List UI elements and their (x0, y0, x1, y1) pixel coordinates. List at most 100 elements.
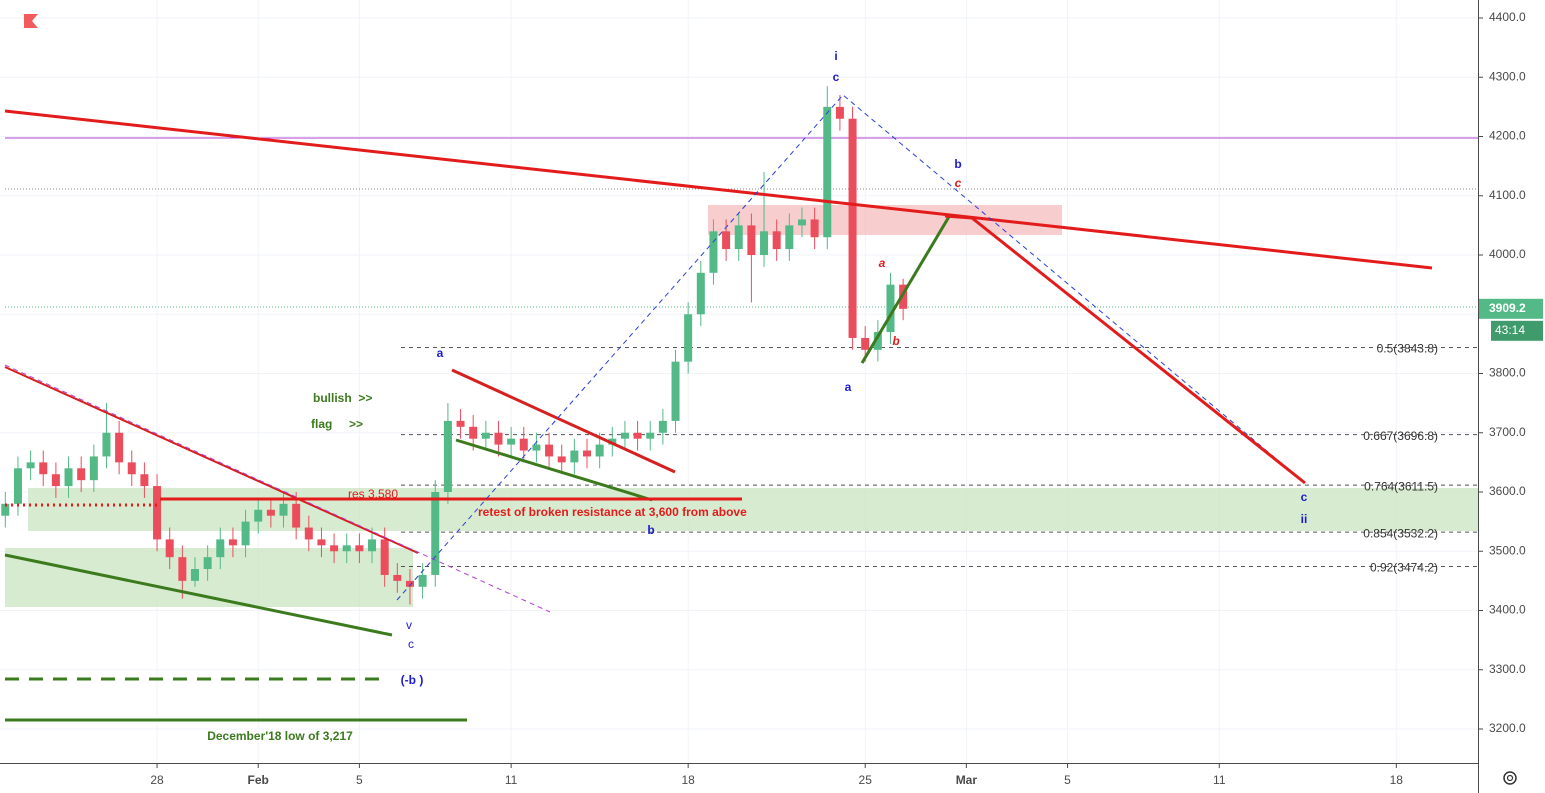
trend-line (4, 364, 551, 613)
candle-body (684, 314, 693, 362)
flag-icon[interactable] (24, 14, 38, 28)
settings-icon[interactable] (1503, 771, 1517, 785)
candle-body (835, 106, 844, 119)
annotation: v (406, 618, 412, 632)
candle-body (810, 219, 819, 238)
annotation: retest of broken resistance at 3,600 fro… (478, 505, 747, 519)
candle-body (772, 231, 781, 250)
candle-body (747, 225, 756, 256)
support-zone (28, 488, 1478, 531)
candle-body (216, 539, 225, 558)
candle-body (1, 503, 10, 516)
projection-line (971, 216, 1306, 485)
candle-body (658, 420, 667, 433)
candle-body (190, 569, 199, 581)
candle-body (418, 574, 427, 587)
candle-body (760, 231, 769, 256)
x-tick-label: 11 (505, 773, 518, 787)
candle-body (254, 509, 263, 522)
candle-body (519, 438, 528, 451)
time-axis (0, 763, 1478, 793)
annotation: c (1301, 490, 1308, 504)
last-price-label: 3909.2 (1489, 301, 1526, 315)
price-axis (1478, 0, 1545, 793)
candle-body (39, 462, 48, 475)
annotation: c (833, 70, 840, 84)
y-tick-label: 3400.0 (1489, 603, 1526, 617)
annotation: a (879, 256, 886, 270)
candle-body (443, 420, 452, 492)
candle-body (545, 444, 554, 457)
candle-body (696, 272, 705, 315)
annotation: a (437, 346, 444, 360)
candle-body (355, 545, 364, 552)
fib-label: 0.764(3611.5) (1364, 479, 1438, 493)
annotation: b (954, 157, 961, 171)
annotation: res 3,580 (348, 487, 398, 501)
trend-line (4, 366, 419, 554)
candle-body (633, 432, 642, 439)
candle-body (140, 474, 149, 487)
candle-body (203, 557, 212, 570)
candle-body (266, 509, 275, 516)
trend-line (4, 109, 1433, 270)
y-tick-label: 4300.0 (1489, 69, 1526, 83)
candle-body (722, 231, 731, 250)
candle-body (456, 420, 465, 427)
candle-body (431, 491, 440, 575)
candle-body (26, 462, 35, 469)
last-price-box (1479, 298, 1543, 319)
candle-body (405, 580, 414, 587)
annotation: b (647, 523, 654, 537)
drawings (4, 94, 1433, 722)
candle-body (89, 456, 98, 481)
candle-body (570, 450, 579, 463)
y-tick-label: 3600.0 (1489, 484, 1526, 498)
candle-body (734, 225, 743, 250)
candle-body (557, 456, 566, 463)
annotation: i (834, 49, 837, 63)
annotation: a (845, 380, 852, 394)
fib-label: 0.667(3696.8) (1363, 429, 1438, 443)
candle-body (330, 545, 339, 552)
candle-body (709, 231, 718, 273)
annotation: ii (1301, 512, 1308, 526)
candle-body (848, 118, 857, 338)
candle-body (102, 432, 111, 457)
candle-body (13, 468, 22, 504)
trend-line (4, 553, 393, 637)
countdown-box (1491, 320, 1543, 341)
candle-body (469, 426, 478, 439)
candle-body (241, 521, 250, 546)
x-tick-label: 25 (859, 773, 873, 787)
candle-body (797, 219, 806, 226)
y-tick-label: 3700.0 (1489, 425, 1526, 439)
candle-body (317, 539, 326, 546)
candles (1, 86, 908, 605)
annotation: c (408, 637, 414, 651)
x-tick-label: 18 (1390, 773, 1404, 787)
candle-body (494, 432, 503, 445)
y-tick-label: 3500.0 (1489, 543, 1526, 557)
candle-body (64, 468, 73, 487)
x-tick-label: 11 (1213, 773, 1226, 787)
y-tick-label: 3200.0 (1489, 721, 1526, 735)
candle-body (77, 468, 86, 481)
flag-line (451, 368, 676, 474)
projection-line (860, 214, 952, 364)
wave-path (396, 94, 1306, 601)
candle-body (481, 432, 490, 439)
y-tick-label: 4000.0 (1489, 247, 1526, 261)
candle-body (127, 462, 136, 475)
annotation: c (955, 176, 962, 190)
projection-line (944, 214, 973, 220)
y-tick-label: 4400.0 (1489, 10, 1526, 24)
fib-label: 0.5(3843.8) (1377, 342, 1438, 356)
fib-label: 0.854(3532.2) (1363, 526, 1438, 540)
flag-line (455, 438, 653, 502)
candle-body (507, 438, 516, 445)
candle-body (342, 545, 351, 552)
x-tick-label: 5 (1064, 773, 1071, 787)
